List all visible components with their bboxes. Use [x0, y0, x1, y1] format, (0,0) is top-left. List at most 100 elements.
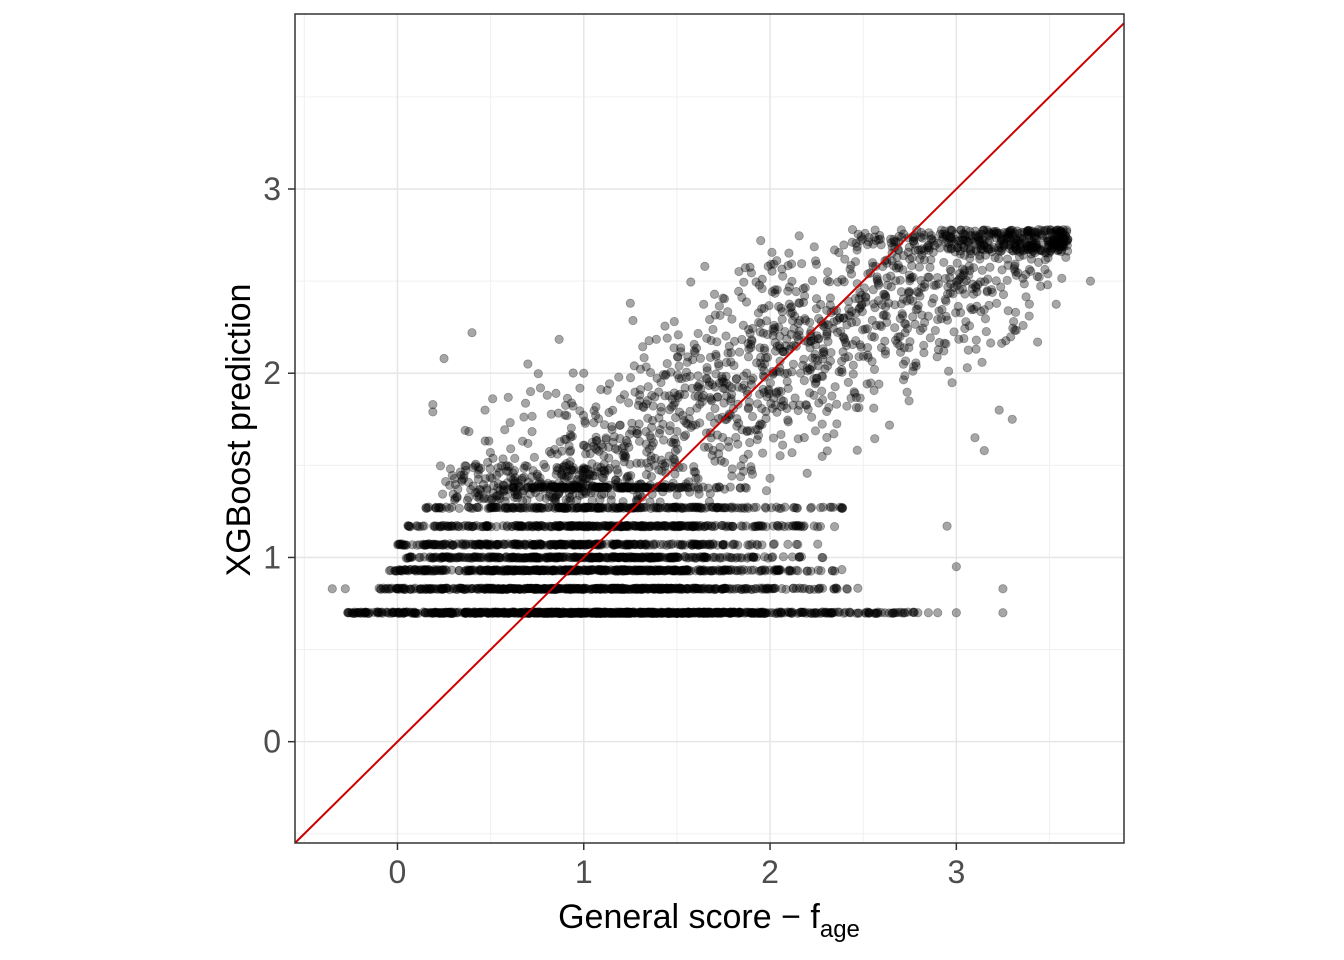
data-point: [587, 459, 597, 469]
data-point: [506, 444, 516, 454]
data-point: [596, 607, 606, 617]
data-point: [487, 607, 497, 617]
data-point: [426, 566, 436, 576]
data-point: [672, 608, 682, 618]
data-point: [673, 330, 683, 340]
data-point: [680, 383, 690, 393]
data-point: [852, 245, 862, 255]
data-point: [812, 608, 822, 618]
data-point: [535, 383, 546, 393]
data-point: [474, 608, 484, 618]
data-point: [343, 608, 353, 618]
data-point: [601, 434, 611, 445]
data-point: [1002, 275, 1012, 285]
data-point: [847, 225, 858, 235]
data-point: [729, 360, 739, 371]
data-point: [831, 583, 841, 593]
data-point: [869, 403, 879, 413]
data-point: [767, 266, 777, 276]
data-point: [1060, 230, 1070, 240]
data-point: [761, 316, 772, 326]
data-point: [491, 539, 502, 550]
data-point: [693, 328, 703, 339]
data-point: [671, 412, 681, 423]
data-point: [533, 522, 544, 532]
data-point: [604, 608, 614, 618]
data-point: [728, 607, 739, 618]
data-point: [448, 540, 459, 550]
data-point: [790, 393, 800, 403]
data-point: [998, 289, 1009, 300]
data-point: [566, 446, 576, 456]
data-point: [705, 314, 715, 325]
data-point: [581, 608, 592, 618]
data-point: [748, 608, 759, 618]
data-point: [535, 608, 545, 618]
data-point: [761, 608, 772, 618]
data-point: [547, 492, 557, 502]
data-point: [547, 566, 558, 576]
data-point: [765, 608, 775, 618]
data-point: [522, 565, 532, 575]
data-point: [438, 540, 448, 550]
data-point: [593, 607, 604, 617]
data-point: [712, 337, 722, 347]
data-point: [600, 468, 610, 479]
data-point: [662, 584, 672, 594]
data-point: [721, 331, 731, 341]
data-point: [422, 608, 432, 618]
data-point: [548, 608, 558, 618]
data-point: [895, 341, 905, 351]
data-point: [776, 607, 786, 617]
data-point: [905, 274, 915, 284]
data-point: [689, 339, 699, 349]
data-point: [475, 608, 485, 618]
data-point: [664, 608, 674, 618]
data-point: [591, 583, 601, 593]
data-point: [655, 497, 665, 507]
data-point: [467, 583, 477, 594]
data-point: [578, 440, 589, 450]
data-point: [719, 484, 730, 494]
data-point: [764, 584, 774, 594]
data-point: [377, 608, 388, 618]
data-point: [769, 539, 779, 549]
data-point: [977, 357, 987, 367]
data-point: [972, 301, 982, 311]
data-point: [656, 607, 666, 617]
data-point: [678, 584, 688, 594]
data-point: [624, 398, 634, 408]
data-point: [622, 607, 633, 617]
data-point: [847, 237, 857, 247]
data-point: [962, 363, 972, 373]
data-point: [473, 539, 484, 549]
data-point: [982, 287, 992, 297]
data-point: [427, 608, 438, 618]
data-point: [645, 607, 655, 617]
data-point: [931, 280, 941, 291]
data-point: [620, 584, 630, 595]
data-point: [807, 412, 817, 422]
data-point: [822, 432, 832, 443]
data-point: [361, 607, 371, 617]
data-point: [912, 287, 922, 297]
data-point: [503, 608, 513, 618]
data-point: [561, 608, 571, 618]
data-point: [475, 552, 485, 563]
data-point: [708, 608, 718, 618]
data-point: [610, 608, 620, 618]
data-point: [622, 521, 632, 531]
data-point: [604, 407, 614, 418]
data-point: [650, 583, 660, 593]
data-point: [770, 323, 780, 333]
data-point: [435, 461, 446, 471]
data-point: [615, 482, 625, 492]
data-point: [1010, 228, 1020, 238]
data-point: [493, 608, 503, 618]
data-point: [746, 335, 757, 345]
data-point: [732, 552, 743, 562]
data-point: [560, 470, 570, 481]
data-point: [599, 607, 610, 617]
data-point: [900, 328, 910, 338]
data-point: [648, 608, 659, 618]
